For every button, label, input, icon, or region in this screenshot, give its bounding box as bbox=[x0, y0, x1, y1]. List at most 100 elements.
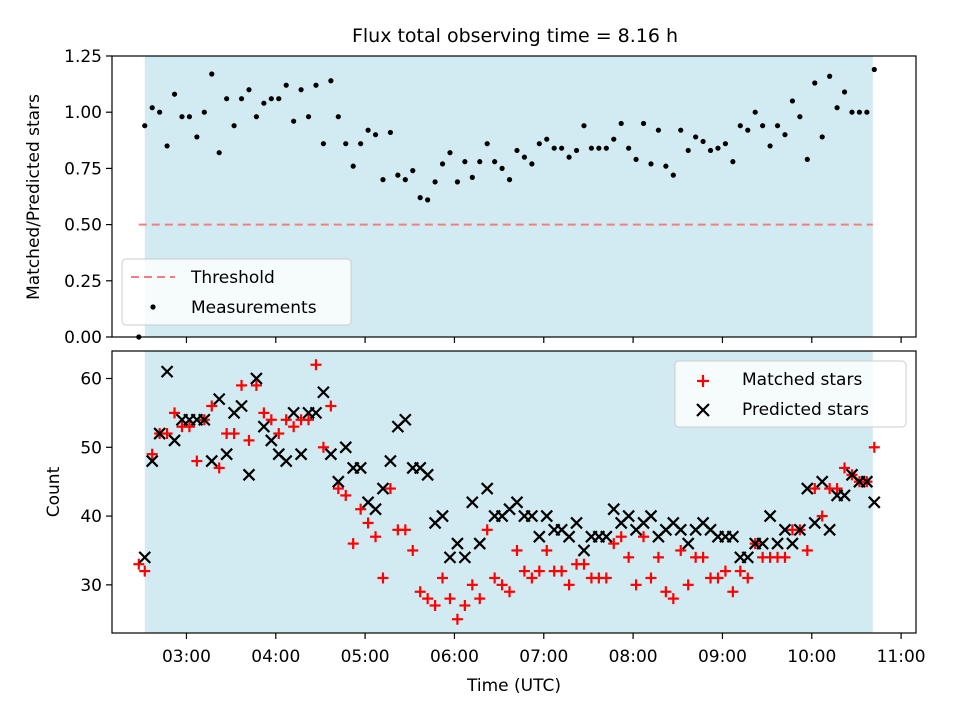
measurement-point bbox=[640, 120, 647, 127]
measurements-legend-label: Measurements bbox=[191, 298, 317, 318]
predicted-stars-point bbox=[793, 523, 807, 537]
x-tick-label: 09:00 bbox=[698, 647, 747, 667]
measurement-point bbox=[171, 91, 178, 97]
predicted-stars-point bbox=[644, 509, 658, 523]
measurement-point bbox=[454, 179, 461, 185]
predicted-stars-point bbox=[257, 420, 271, 433]
predicted-stars-point bbox=[250, 372, 263, 385]
matched-stars-point bbox=[504, 586, 516, 598]
measurement-point bbox=[596, 145, 602, 151]
matched-stars-point bbox=[868, 441, 880, 453]
threshold-legend-label: Threshold bbox=[190, 268, 275, 288]
predicted-stars-point bbox=[287, 406, 300, 420]
predicted-stars-point bbox=[279, 454, 293, 468]
predicted-stars-point bbox=[786, 537, 799, 550]
measurement-point bbox=[707, 147, 714, 154]
measurement-point bbox=[484, 141, 490, 147]
measurement-point bbox=[573, 147, 580, 154]
matched-stars-point bbox=[139, 565, 151, 577]
measurement-point bbox=[268, 96, 274, 102]
matched-stars-point bbox=[697, 551, 709, 563]
predicted-stars-legend-swatch bbox=[696, 403, 710, 417]
predicted-stars-point bbox=[533, 530, 546, 543]
measurement-point bbox=[514, 147, 520, 154]
predicted-stars-point bbox=[384, 454, 397, 468]
matched-stars-point bbox=[481, 524, 493, 536]
matched-stars-point bbox=[459, 599, 471, 611]
x-axis-label: Time (UTC) bbox=[466, 676, 561, 696]
predicted-stars-point bbox=[220, 447, 233, 461]
matched-stars-point bbox=[407, 544, 419, 556]
matched-stars-point bbox=[399, 524, 411, 536]
predicted-stars-point bbox=[160, 365, 174, 378]
matched-stars-point bbox=[779, 551, 791, 563]
measurement-point bbox=[194, 134, 200, 140]
matched-stars-point bbox=[429, 599, 441, 611]
measurement-point bbox=[335, 114, 341, 120]
measurements-legend-swatch bbox=[150, 304, 156, 310]
predicted-stars-point bbox=[726, 530, 740, 543]
matched-stars-point bbox=[600, 572, 612, 584]
measurement-point bbox=[238, 96, 245, 102]
predicted-stars-point bbox=[741, 551, 755, 564]
measurement-point bbox=[313, 82, 319, 88]
measurement-point bbox=[715, 145, 721, 151]
measurement-point bbox=[551, 145, 557, 151]
measurement-point bbox=[350, 163, 356, 169]
measurement-point bbox=[760, 123, 766, 129]
predicted-stars-point bbox=[309, 406, 323, 420]
matched-stars-point bbox=[146, 448, 158, 460]
predicted-stars-point bbox=[808, 516, 822, 530]
measurement-point bbox=[812, 80, 818, 86]
bottom-legend-box bbox=[674, 360, 907, 428]
measurement-point bbox=[544, 136, 550, 142]
measurement-point bbox=[700, 138, 706, 145]
top-y-tick-label: 1.25 bbox=[64, 47, 102, 67]
predicted-stars-point bbox=[198, 413, 211, 427]
matched-stars-point bbox=[355, 503, 367, 515]
x-tick-label: 04:00 bbox=[251, 647, 300, 667]
measurement-point bbox=[253, 114, 260, 120]
matched-stars-point bbox=[444, 593, 456, 605]
matched-stars-point bbox=[206, 400, 218, 412]
measurement-point bbox=[447, 150, 453, 156]
measurement-point bbox=[521, 154, 528, 160]
measurement-point bbox=[678, 127, 684, 133]
matched-stars-point bbox=[280, 414, 292, 426]
predicted-stars-point bbox=[451, 537, 464, 550]
measurement-point bbox=[149, 105, 155, 111]
measurement-point bbox=[320, 141, 327, 147]
matched-stars-point bbox=[630, 579, 642, 591]
top-plot-frame bbox=[111, 55, 917, 338]
x-tick-label: 08:00 bbox=[609, 647, 658, 667]
matched-stars-point bbox=[623, 551, 635, 563]
measurement-point bbox=[216, 150, 222, 156]
predicted-stars-point bbox=[294, 447, 308, 461]
matched-stars-point bbox=[377, 572, 389, 584]
x-tick-label: 06:00 bbox=[430, 647, 479, 667]
measurement-point bbox=[670, 172, 676, 178]
top-y-axis-label: Matched/Predicted stars bbox=[24, 94, 44, 300]
measurement-point bbox=[305, 114, 312, 120]
measurement-point bbox=[603, 145, 609, 151]
matched-stars-point bbox=[303, 414, 315, 426]
predicted-stars-point bbox=[577, 544, 591, 557]
measurement-point bbox=[462, 159, 468, 165]
predicted-stars-point bbox=[622, 509, 635, 523]
predicted-stars-point bbox=[607, 502, 621, 516]
matched-stars-series bbox=[133, 359, 880, 625]
measurement-point bbox=[685, 147, 691, 154]
measurement-point bbox=[737, 123, 743, 129]
matched-stars-point bbox=[437, 572, 449, 584]
predicted-stars-point bbox=[458, 551, 472, 564]
measurement-point bbox=[856, 109, 863, 115]
predicted-stars-point bbox=[443, 551, 457, 564]
predicted-stars-point bbox=[570, 516, 583, 530]
bottom-y-tick-label: 40 bbox=[80, 507, 102, 527]
matched-stars-point bbox=[422, 593, 434, 605]
matched-stars-point bbox=[273, 428, 285, 440]
measurement-point bbox=[380, 177, 386, 183]
matched-stars-point bbox=[809, 483, 821, 495]
predicted-stars-point bbox=[153, 427, 166, 440]
